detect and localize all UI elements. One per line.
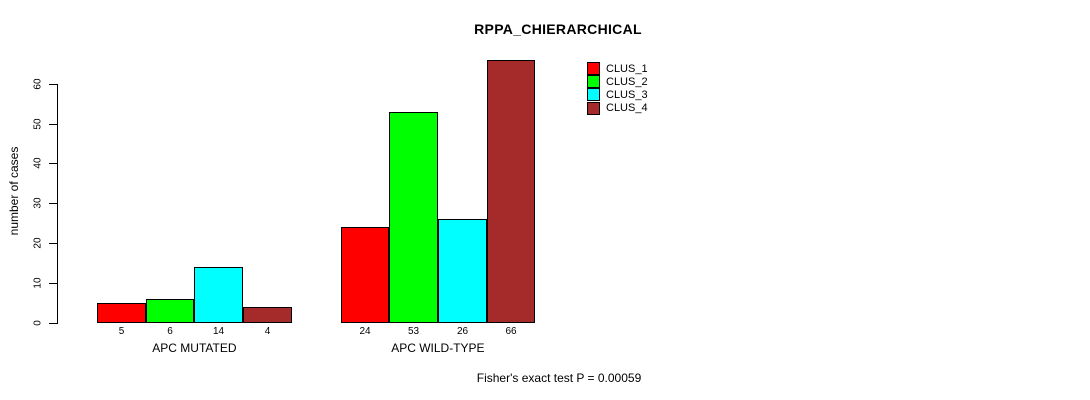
y-axis-title: number of cases <box>7 146 21 236</box>
y-axis-tick-label: 20 <box>32 237 44 249</box>
bar-value-label: 5 <box>118 326 125 337</box>
legend-swatch-clus_1 <box>587 62 600 76</box>
bar-clus_1-apc-mutated <box>97 303 146 323</box>
bar-value-label: 6 <box>167 326 173 337</box>
bar-value-label: 14 <box>212 326 225 337</box>
bar-clus_2-apc-wild-type <box>389 112 438 323</box>
y-axis-tick <box>49 283 58 284</box>
bar-clus_4-apc-wild-type <box>487 60 535 323</box>
bar-clus_2-apc-mutated <box>146 299 194 323</box>
legend: CLUS_1 CLUS_2 CLUS_3 CLUS_4 <box>587 62 648 115</box>
legend-swatch-clus_3 <box>587 88 600 102</box>
category-label-apc-wild-type: APC WILD-TYPE <box>391 341 485 355</box>
legend-label-clus_3: CLUS_3 <box>606 88 648 101</box>
y-axis-tick-label: 40 <box>32 157 44 169</box>
bar-clus_3-apc-wild-type <box>438 219 487 323</box>
legend-swatch-clus_2 <box>587 75 600 89</box>
y-axis-tick <box>49 203 58 204</box>
category-label-apc-mutated: APC MUTATED <box>152 341 237 355</box>
bar-value-label: 24 <box>359 326 371 337</box>
y-axis-tick <box>49 124 58 125</box>
y-axis-tick <box>49 243 58 244</box>
y-axis-tick-label: 0 <box>32 320 44 326</box>
fisher-test-annotation: Fisher's exact test P = 0.00059 <box>476 371 642 385</box>
bar-value-label: 26 <box>456 326 469 337</box>
y-axis-tick <box>49 163 58 164</box>
bar-clus_3-apc-mutated <box>194 267 243 323</box>
legend-swatch-clus_4 <box>587 101 600 115</box>
y-axis-tick-label: 50 <box>32 118 44 130</box>
legend-row-clus_3: CLUS_3 <box>587 88 648 102</box>
legend-row-clus_1: CLUS_1 <box>587 62 648 76</box>
bar-clus_4-apc-mutated <box>243 307 292 323</box>
legend-label-clus_4: CLUS_4 <box>606 102 648 115</box>
y-axis-tick-label: 10 <box>32 277 44 289</box>
chart-title: RPPA_CHIERARCHICAL <box>474 21 642 37</box>
bar-clus_1-apc-wild-type <box>341 227 389 323</box>
legend-row-clus_4: CLUS_4 <box>587 101 648 115</box>
y-axis-tick-label: 30 <box>32 197 44 209</box>
legend-label-clus_2: CLUS_2 <box>606 75 648 88</box>
bar-value-label: 53 <box>407 326 420 337</box>
legend-row-clus_2: CLUS_2 <box>587 75 648 89</box>
bar-value-label: 4 <box>264 326 271 337</box>
bar-value-label: 66 <box>505 326 517 337</box>
y-axis-tick <box>49 84 58 85</box>
y-axis-tick <box>49 323 58 324</box>
legend-label-clus_1: CLUS_1 <box>606 62 648 75</box>
y-axis-line <box>57 84 58 324</box>
y-axis-tick-label: 60 <box>32 78 44 90</box>
